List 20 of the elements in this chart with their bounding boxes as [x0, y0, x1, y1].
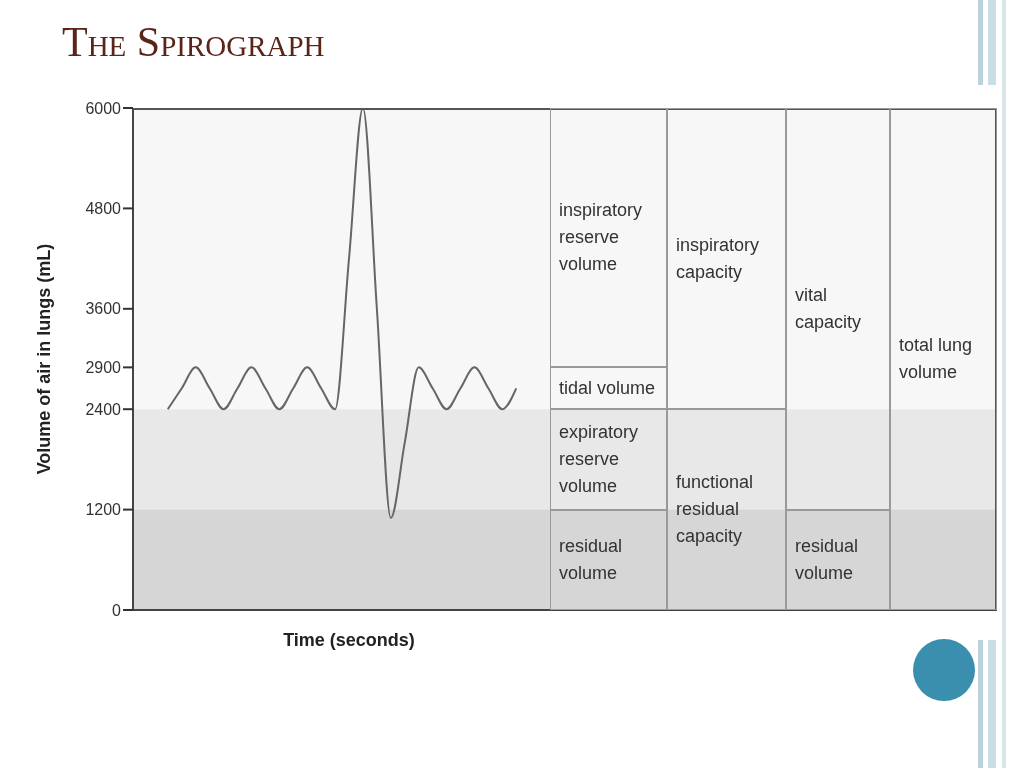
- y-tick-label: 0: [112, 601, 122, 619]
- annotation: residual volume: [559, 534, 624, 585]
- chart-title: The Spirograph: [62, 18, 325, 66]
- annotation: inspiratory capacity: [676, 233, 761, 284]
- y-axis-title: Volume of air in lungs (mL): [34, 243, 55, 475]
- annotation: vital capacity: [795, 283, 863, 334]
- y-tick-label: 1200: [85, 501, 122, 519]
- y-tick-label: 4800: [85, 200, 122, 218]
- line-series: [166, 108, 518, 519]
- y-tick-label: 2900: [85, 359, 122, 377]
- x-axis-title: Time (seconds): [283, 630, 415, 650]
- annotation: residual volume: [795, 534, 860, 585]
- annotation: functional residual capacity: [676, 471, 755, 549]
- annotation: tidal volume: [559, 378, 657, 399]
- annotation: inspiratory reserve volume: [559, 199, 644, 277]
- y-tick-label: 3600: [85, 300, 122, 318]
- annotation: total lung volume: [899, 334, 974, 384]
- y-tick-label: 6000: [85, 99, 122, 117]
- annotation: expiratory reserve volume: [559, 420, 640, 498]
- y-tick-label: 2400: [85, 400, 122, 418]
